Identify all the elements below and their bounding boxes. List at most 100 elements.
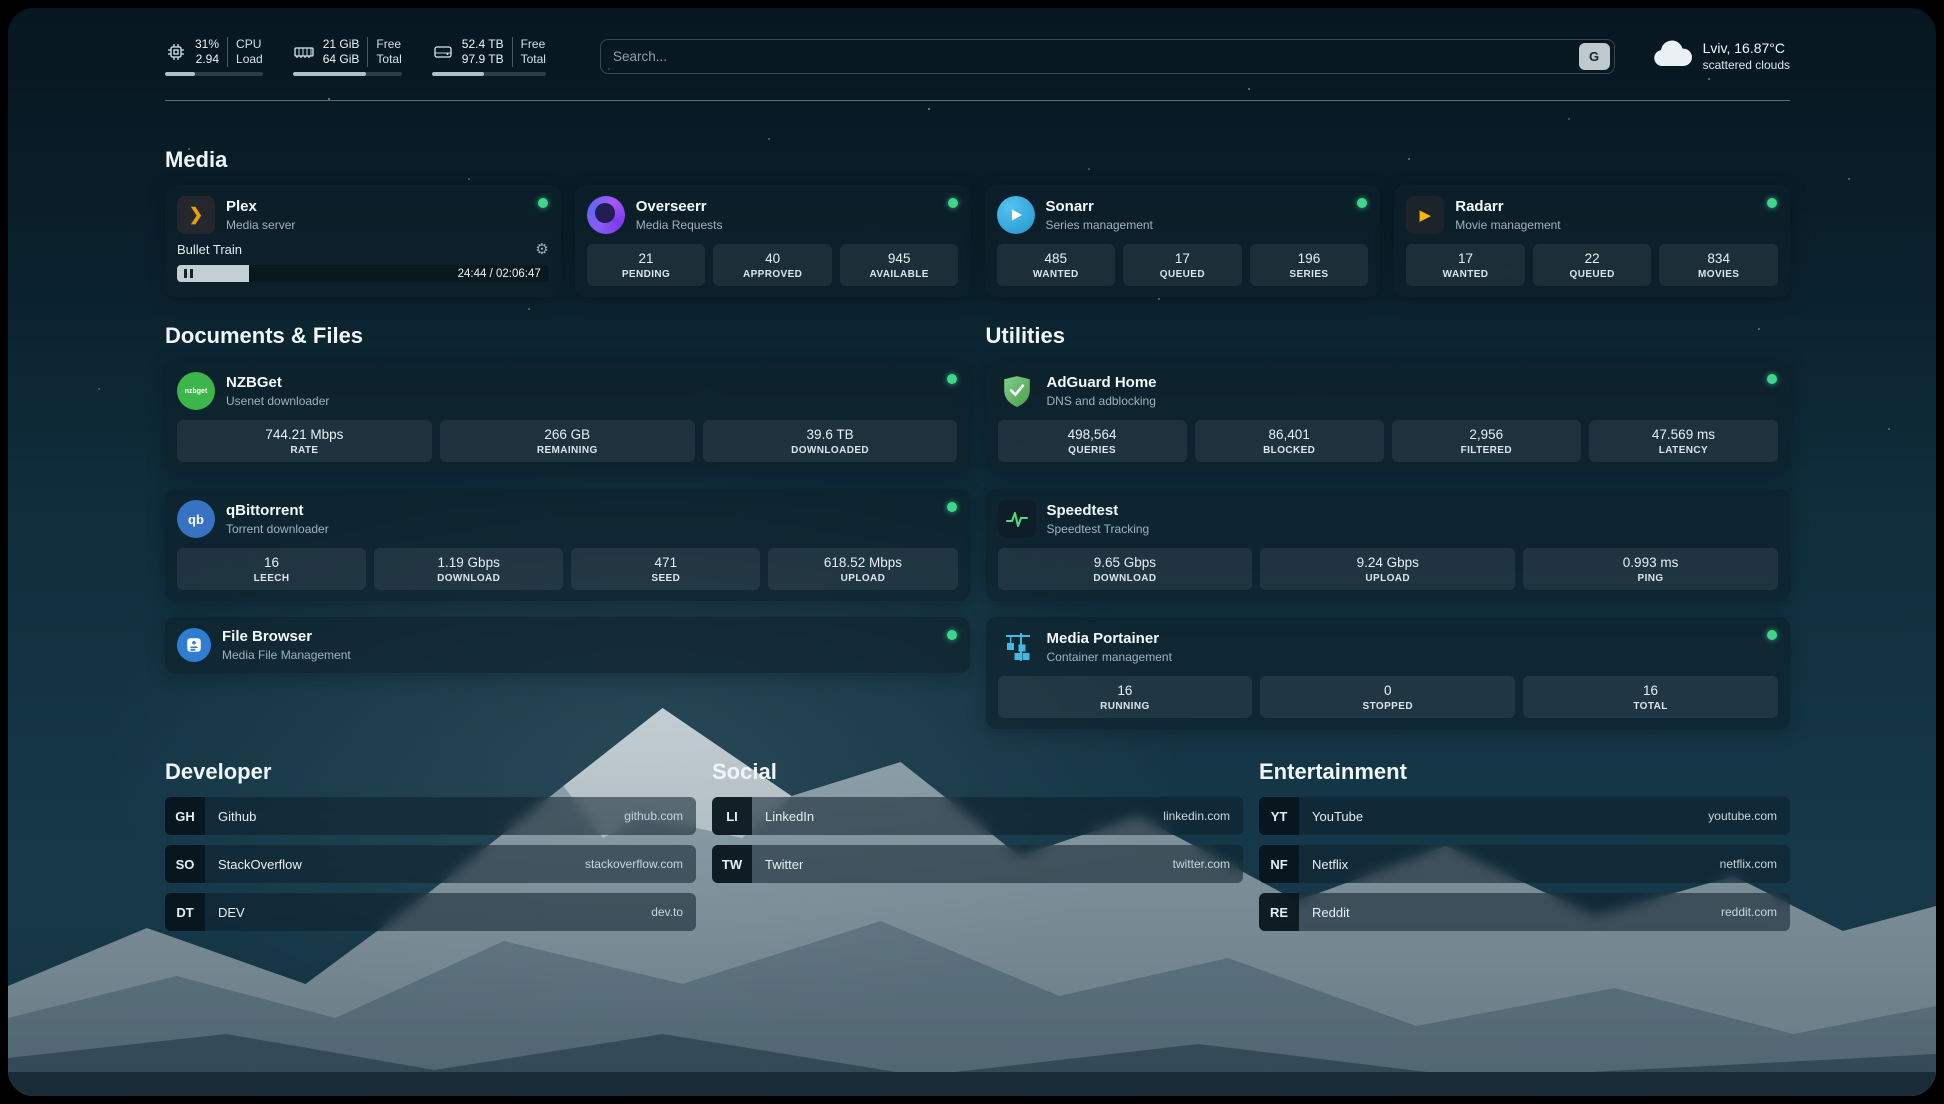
stat-series: 196 SERIES	[1249, 244, 1369, 286]
app-card-speedtest[interactable]: Speedtest Speedtest Tracking 9.65 Gbps D…	[985, 489, 1790, 601]
linkedin-icon: LI	[712, 797, 752, 835]
documents-section: Documents & Files nzbget NZBGet Usenet d…	[165, 323, 970, 729]
dev-icon: DT	[165, 893, 205, 931]
stat-blocked: 86,401 BLOCKED	[1194, 420, 1384, 462]
memory-progress-bar	[292, 71, 402, 76]
stat-leech: 16 LEECH	[177, 548, 367, 590]
now-playing-title: Bullet Train	[177, 242, 243, 257]
section-title-utilities: Utilities	[985, 323, 1065, 348]
stat-rate: 744.21 Mbps RATE	[177, 420, 432, 462]
overseerr-icon	[586, 196, 625, 234]
disk-progress-bar	[431, 71, 546, 76]
app-card-adguard[interactable]: AdGuard Home DNS and adblocking 498,564 …	[985, 361, 1790, 473]
stat-wanted: 485 WANTED	[996, 244, 1116, 286]
status-dot	[946, 374, 957, 384]
disk-icon	[432, 41, 454, 63]
weather-condition: scattered clouds	[1702, 58, 1790, 72]
stat-upload: 618.52 Mbps UPLOAD	[768, 548, 958, 590]
radarr-icon: ▶	[1406, 196, 1445, 234]
stat-download: 1.19 Gbps DOWNLOAD	[374, 548, 564, 590]
speedtest-icon	[997, 500, 1036, 538]
bookmark-linkedin[interactable]: LI LinkedIn linkedin.com	[712, 797, 1243, 835]
portainer-icon	[998, 628, 1036, 666]
stat-movies: 834 MOVIES	[1659, 244, 1778, 286]
bookmark-reddit[interactable]: RE Reddit reddit.com	[1259, 893, 1790, 931]
cpu-usage-value: 31%	[195, 36, 220, 51]
disk-widget: 52.4 TB 97.9 TB Free Total	[431, 36, 546, 76]
entertainment-section: Entertainment YT YouTube youtube.com NF …	[1259, 759, 1790, 931]
weather-widget[interactable]: Lviv, 16.87°C scattered clouds	[1651, 40, 1790, 73]
app-card-filebrowser[interactable]: File Browser Media File Management	[165, 617, 970, 673]
search-input[interactable]	[600, 48, 1579, 64]
app-subtitle: Media Requests	[635, 218, 723, 232]
search-engine-button[interactable]: G	[1578, 42, 1610, 70]
stat-filtered: 2,956 FILTERED	[1391, 420, 1581, 462]
header-bar: 31% 2.94 CPU Load	[165, 30, 1790, 82]
bookmark-netflix[interactable]: NF Netflix netflix.com	[1259, 845, 1790, 883]
twitter-icon: TW	[712, 845, 752, 883]
app-subtitle: Movie management	[1455, 218, 1561, 232]
cpu-icon	[165, 41, 187, 63]
stat-latency: 47.569 ms LATENCY	[1588, 420, 1778, 462]
settings-gear-icon[interactable]: ⚙	[535, 240, 549, 258]
cpu-load-label: Load	[236, 51, 263, 66]
netflix-icon: NF	[1259, 845, 1299, 883]
weather-location: Lviv, 16.87°C	[1702, 40, 1785, 56]
memory-widget: 21 GiB 64 GiB Free Total	[292, 36, 402, 76]
cpu-widget: 31% 2.94 CPU Load	[165, 36, 263, 76]
playback-progress-bar[interactable]: 24:44 / 02:06:47	[177, 265, 549, 282]
memory-free-label: Free	[376, 36, 402, 51]
app-card-portainer[interactable]: Media Portainer Container management 16 …	[985, 617, 1790, 729]
adguard-icon	[998, 372, 1036, 410]
status-dot	[947, 198, 958, 208]
app-name: Plex	[226, 198, 257, 215]
status-dot	[1357, 198, 1368, 208]
stat-available: 945 AVAILABLE	[839, 244, 959, 286]
stat-total: 16 TOTAL	[1523, 676, 1778, 718]
app-name: qBittorrent	[226, 502, 304, 519]
status-dot	[1767, 198, 1777, 208]
pause-icon[interactable]	[184, 269, 193, 278]
app-card-plex[interactable]: ❯ Plex Media server Bullet Train ⚙ 24:44…	[165, 185, 561, 297]
stat-approved: 40 APPROVED	[713, 244, 832, 286]
app-card-radarr[interactable]: ▶ Radarr Movie management 17 WANTED 22 Q…	[1394, 185, 1790, 297]
app-card-qbittorrent[interactable]: qb qBittorrent Torrent downloader 16 LEE…	[165, 489, 970, 601]
bookmark-github[interactable]: GH Github github.com	[165, 797, 696, 835]
memory-total-label: Total	[376, 51, 402, 66]
app-name: Speedtest	[1046, 502, 1119, 519]
bookmark-youtube[interactable]: YT YouTube youtube.com	[1259, 797, 1790, 835]
app-name: Radarr	[1455, 198, 1504, 215]
app-card-sonarr[interactable]: Sonarr Series management 485 WANTED 17 Q…	[984, 185, 1381, 297]
stat-queued: 22 QUEUED	[1532, 244, 1652, 286]
stat-ping: 0.993 ms PING	[1523, 548, 1778, 590]
section-title-developer: Developer	[165, 759, 272, 784]
memory-free-value: 21 GiB	[322, 36, 360, 51]
section-title-social: Social	[712, 759, 777, 784]
stat-downloaded: 39.6 TB DOWNLOADED	[702, 420, 958, 462]
bookmark-stackoverflow[interactable]: SO StackOverflow stackoverflow.com	[165, 845, 696, 883]
plex-icon: ❯	[177, 196, 215, 234]
app-name: NZBGet	[226, 374, 282, 391]
dashboard-screen: 31% 2.94 CPU Load	[8, 8, 1936, 1096]
section-title-entertainment: Entertainment	[1259, 759, 1407, 784]
qbittorrent-icon: qb	[177, 500, 215, 538]
sonarr-icon	[996, 196, 1035, 234]
app-card-overseerr[interactable]: Overseerr Media Requests 21 PENDING 40 A…	[574, 185, 971, 297]
media-section: ❯ Plex Media server Bullet Train ⚙ 24:44…	[165, 185, 1790, 297]
bookmark-twitter[interactable]: TW Twitter twitter.com	[712, 845, 1243, 883]
disk-total-label: Total	[520, 51, 546, 66]
bookmark-dev[interactable]: DT DEV dev.to	[165, 893, 696, 931]
disk-free-label: Free	[520, 36, 546, 51]
search-bar[interactable]: G	[599, 38, 1615, 74]
stat-remaining: 266 GB REMAINING	[439, 420, 695, 462]
github-icon: GH	[165, 797, 205, 835]
stat-running: 16 RUNNING	[997, 676, 1253, 718]
disk-free-value: 52.4 TB	[461, 36, 504, 51]
app-card-nzbget[interactable]: nzbget NZBGet Usenet downloader 744.21 M…	[165, 361, 970, 473]
utilities-section: Utilities	[985, 323, 1790, 729]
memory-icon	[293, 41, 315, 63]
stat-stopped: 0 STOPPED	[1260, 676, 1516, 718]
app-name: File Browser	[222, 628, 313, 645]
filebrowser-icon	[177, 628, 211, 662]
app-subtitle: Series management	[1045, 218, 1153, 232]
